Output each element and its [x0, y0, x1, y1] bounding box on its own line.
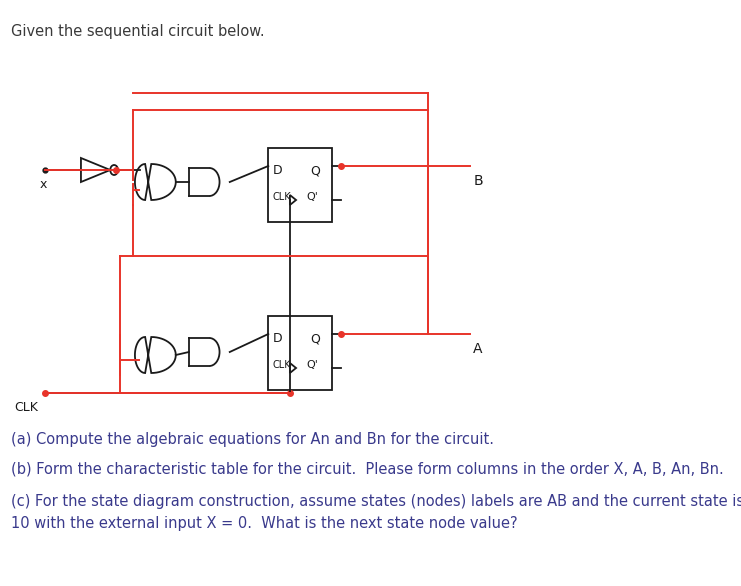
Text: Q': Q' [307, 192, 319, 202]
PathPatch shape [135, 337, 176, 373]
Text: Given the sequential circuit below.: Given the sequential circuit below. [11, 24, 265, 39]
Text: (c) For the state diagram construction, assume states (nodes) labels are AB and : (c) For the state diagram construction, … [11, 494, 741, 509]
Text: D: D [273, 332, 282, 345]
Polygon shape [290, 195, 296, 205]
Text: CLK: CLK [273, 360, 291, 370]
Text: 10 with the external input X = 0.  What is the next state node value?: 10 with the external input X = 0. What i… [11, 516, 517, 531]
Polygon shape [81, 158, 110, 182]
Text: (a) Compute the algebraic equations for An and Bn for the circuit.: (a) Compute the algebraic equations for … [11, 432, 494, 447]
Text: Q: Q [310, 332, 320, 345]
Bar [268, 316, 331, 390]
Text: x: x [40, 178, 47, 191]
Polygon shape [290, 363, 296, 373]
Text: Q': Q' [307, 360, 319, 370]
Circle shape [110, 165, 118, 175]
Text: Q: Q [310, 164, 320, 177]
Text: B: B [473, 174, 483, 188]
Text: D: D [273, 164, 282, 177]
Text: CLK: CLK [14, 401, 38, 414]
Text: A: A [473, 342, 483, 356]
Bar [268, 148, 331, 222]
PathPatch shape [135, 164, 176, 200]
Text: (b) Form the characteristic table for the circuit.  Please form columns in the o: (b) Form the characteristic table for th… [11, 462, 723, 477]
Text: CLK: CLK [273, 192, 291, 202]
